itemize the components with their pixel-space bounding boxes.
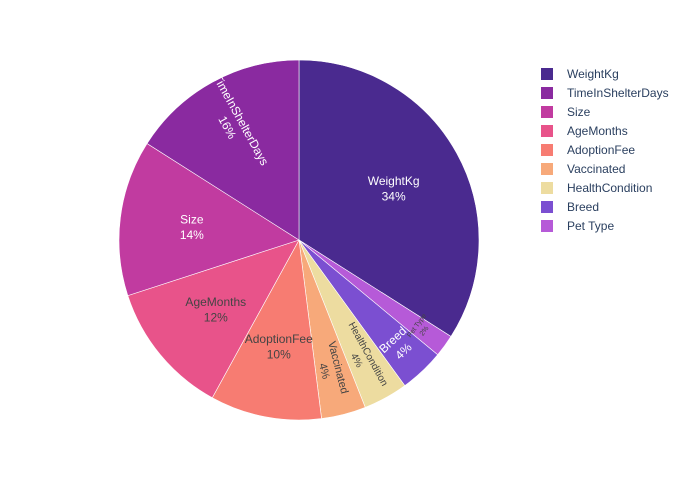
pie-slice-weightkg[interactable] — [298, 59, 480, 337]
slice-label-name: AgeMonths — [185, 295, 246, 309]
legend-label: WeightKg — [567, 67, 619, 81]
legend-item-weightkg[interactable]: WeightKg — [541, 67, 619, 81]
slice-label-name: Size — [180, 212, 204, 226]
pie-slice-timeinshelterdays[interactable] — [146, 59, 300, 241]
slice-label-adoptionfee: AdoptionFee 10% — [245, 332, 313, 362]
legend-swatch — [541, 144, 553, 156]
slice-label-name: AdoptionFee — [245, 332, 313, 346]
slice-label-percent: 4% — [316, 362, 332, 381]
slice-label-name: WeightKg — [368, 174, 420, 188]
slice-label-percent: 12% — [204, 310, 228, 324]
legend-item-agemonths[interactable]: AgeMonths — [541, 124, 628, 138]
legend-swatch — [541, 68, 553, 80]
legend-swatch — [541, 220, 553, 232]
legend-item-breed[interactable]: Breed — [541, 200, 599, 214]
legend-label: AdoptionFee — [567, 143, 635, 157]
legend[interactable]: WeightKg TimeInShelterDays Size AgeMonths Ad… — [541, 67, 669, 233]
pie-slice-agemonths[interactable] — [127, 239, 300, 399]
slice-label-weightkg: WeightKg 34% — [368, 174, 420, 204]
legend-swatch — [541, 201, 553, 213]
slice-label-percent: 2% — [419, 325, 431, 337]
legend-item-timeinshelterdays[interactable]: TimeInShelterDays — [541, 86, 669, 100]
slice-label-percent: 34% — [382, 190, 406, 204]
legend-label: Vaccinated — [567, 162, 625, 176]
legend-label: HealthCondition — [567, 181, 652, 195]
slice-label-size: Size 14% — [180, 212, 204, 242]
legend-swatch — [541, 125, 553, 137]
legend-label: Pet Type — [567, 219, 614, 233]
slice-label-percent: 14% — [180, 228, 204, 242]
pie-slices — [118, 59, 480, 421]
legend-label: Breed — [567, 200, 599, 214]
pie-slice-size[interactable] — [118, 143, 300, 296]
legend-swatch — [541, 106, 553, 118]
slice-label-percent: 10% — [267, 348, 291, 362]
legend-item-healthcondition[interactable]: HealthCondition — [541, 181, 652, 195]
legend-label: TimeInShelterDays — [567, 86, 669, 100]
legend-swatch — [541, 163, 553, 175]
legend-item-pet-type[interactable]: Pet Type — [541, 219, 614, 233]
legend-label: AgeMonths — [567, 124, 628, 138]
legend-item-vaccinated[interactable]: Vaccinated — [541, 162, 625, 176]
legend-label: Size — [567, 105, 591, 119]
legend-swatch — [541, 87, 553, 99]
legend-item-adoptionfee[interactable]: AdoptionFee — [541, 143, 635, 157]
legend-item-size[interactable]: Size — [541, 105, 591, 119]
pie-slice-adoptionfee[interactable] — [211, 239, 322, 421]
legend-swatch — [541, 182, 553, 194]
